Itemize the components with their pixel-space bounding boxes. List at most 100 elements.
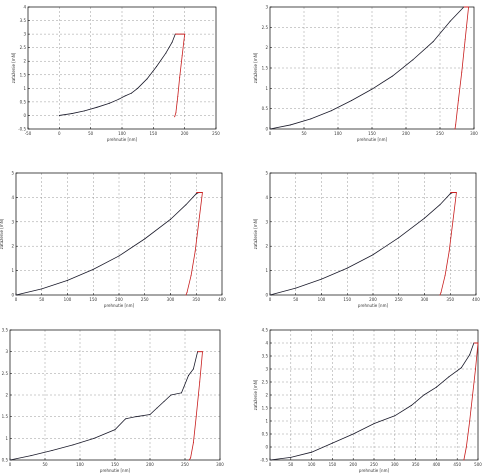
data-point xyxy=(444,274,446,276)
data-point xyxy=(195,416,197,418)
y-tick-label: 3.5 xyxy=(20,18,27,23)
y-tick-label: 0 xyxy=(265,445,268,450)
x-tick-label: 350 xyxy=(192,297,200,302)
data-point xyxy=(125,418,126,420)
data-point xyxy=(188,459,190,461)
data-point xyxy=(321,278,322,280)
data-point xyxy=(424,217,425,219)
data-point xyxy=(186,292,188,294)
x-tick-label: 0 xyxy=(15,297,18,302)
y-tick-label: 4 xyxy=(11,195,14,200)
x-tick-label: 150 xyxy=(150,131,158,136)
y-tick-label: 0 xyxy=(265,293,268,298)
data-point xyxy=(464,39,466,41)
x-tick-label: 250 xyxy=(370,462,378,467)
data-point xyxy=(190,274,192,276)
data-point xyxy=(391,75,393,77)
x-tick-label: 200 xyxy=(181,131,189,136)
data-point xyxy=(130,92,132,94)
data-point xyxy=(144,238,146,240)
data-point xyxy=(93,437,95,439)
x-tick-label: 50 xyxy=(288,462,294,467)
data-point xyxy=(449,193,451,195)
data-point xyxy=(108,102,110,104)
data-point xyxy=(454,128,456,130)
data-point xyxy=(71,113,73,115)
x-tick-label: -50 xyxy=(25,131,32,136)
data-point xyxy=(188,375,189,376)
y-tick-label: 1.5 xyxy=(262,406,269,411)
data-point xyxy=(156,407,158,409)
x-tick-label: 0 xyxy=(269,297,272,302)
y-tick-label: 4 xyxy=(265,341,268,346)
data-point xyxy=(435,386,437,388)
y-tick-label: 2 xyxy=(265,244,268,249)
y-tick-label: 2 xyxy=(265,45,268,50)
data-point xyxy=(149,414,151,415)
y-tick-label: 3 xyxy=(11,219,14,224)
data-point xyxy=(201,192,203,194)
y-tick-label: 1 xyxy=(265,86,268,91)
y-axis-label: zaťaženie [mN] xyxy=(11,52,16,83)
data-point xyxy=(269,128,271,130)
loading-curve xyxy=(15,192,199,296)
data-point xyxy=(269,294,271,296)
x-tick-label: 200 xyxy=(146,462,154,467)
x-tick-label: 150 xyxy=(368,131,376,136)
loading-curve xyxy=(59,33,176,116)
data-point xyxy=(124,95,126,97)
x-axis-label: prehnutie [nm] xyxy=(100,468,131,473)
x-tick-label: 400 xyxy=(433,462,441,467)
unloading-curve xyxy=(439,192,457,296)
data-point xyxy=(184,33,186,35)
y-tick-label: 2 xyxy=(265,393,268,398)
unloading-curve xyxy=(454,6,469,130)
data-point xyxy=(170,218,171,220)
x-axis-label: prehnutie [nm] xyxy=(358,303,389,308)
data-point xyxy=(96,106,98,108)
data-point xyxy=(475,368,477,370)
x-tick-label: 50 xyxy=(293,297,299,302)
data-point xyxy=(185,204,187,206)
data-point xyxy=(30,455,32,457)
y-tick-label: 3 xyxy=(5,349,8,354)
x-tick-label: 300 xyxy=(167,297,175,302)
data-point xyxy=(175,112,177,114)
data-point xyxy=(455,124,457,126)
data-point xyxy=(468,6,470,8)
x-tick-label: 150 xyxy=(89,297,97,302)
y-tick-label: 5 xyxy=(265,171,268,176)
y-tick-label: 2.5 xyxy=(262,25,269,30)
x-tick-label: 100 xyxy=(308,462,316,467)
y-tick-label: 1 xyxy=(5,436,8,441)
data-point xyxy=(58,114,60,116)
y-tick-label: 4 xyxy=(265,195,268,200)
x-tick-label: 250 xyxy=(212,131,220,136)
x-tick-label: 150 xyxy=(343,297,351,302)
data-point xyxy=(449,20,451,22)
data-point xyxy=(83,110,85,112)
data-point xyxy=(179,76,181,78)
x-tick-label: 250 xyxy=(141,297,149,302)
x-tick-label: 250 xyxy=(181,462,189,467)
y-tick-label: 5 xyxy=(11,171,14,176)
x-tick-label: 0 xyxy=(58,131,61,136)
data-point xyxy=(185,294,187,296)
y-tick-label: 2.5 xyxy=(2,371,9,376)
x-tick-label: 100 xyxy=(76,462,84,467)
x-tick-label: 150 xyxy=(329,462,337,467)
data-point xyxy=(190,457,192,459)
data-point xyxy=(146,78,148,80)
data-point xyxy=(289,124,291,126)
data-point xyxy=(372,254,374,256)
data-point xyxy=(177,95,179,97)
x-tick-label: 100 xyxy=(334,131,342,136)
y-tick-label: 1.5 xyxy=(2,414,9,419)
data-point xyxy=(137,87,139,89)
data-point xyxy=(174,116,176,118)
unloading-curve xyxy=(188,351,203,461)
data-point xyxy=(311,451,313,453)
data-point xyxy=(477,342,479,344)
data-point xyxy=(448,376,450,378)
y-tick-label: 3.5 xyxy=(2,328,9,333)
